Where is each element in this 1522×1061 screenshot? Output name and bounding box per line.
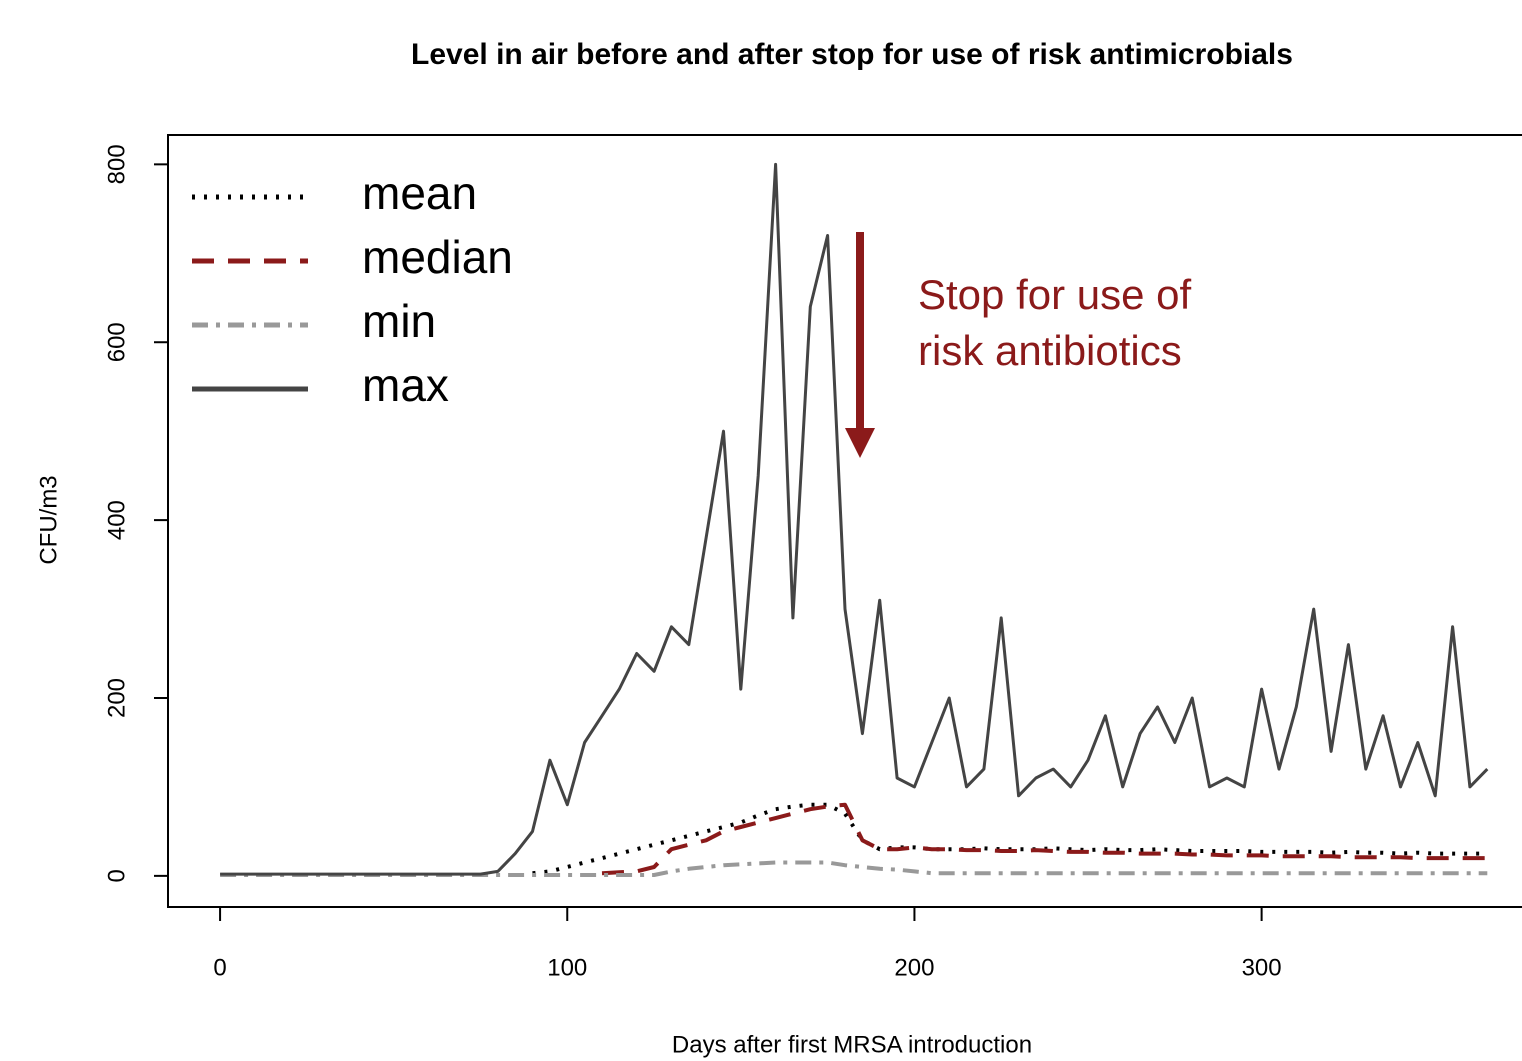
y-axis-label: CFU/m3 (35, 475, 62, 564)
y-tick-label: 400 (103, 500, 130, 540)
y-tick-label: 800 (103, 144, 130, 184)
x-axis-label: Days after first MRSA introduction (672, 1031, 1032, 1058)
y-tick-label: 200 (103, 678, 130, 718)
legend-label: min (362, 295, 436, 347)
y-tick-label: 600 (103, 322, 130, 362)
series-line (601, 802, 1488, 876)
annotation-arrowhead (845, 428, 875, 458)
annotation: risk antibiotics (918, 327, 1182, 374)
x-tick-label: 300 (1242, 954, 1282, 981)
chart-title: Level in air before and after stop for u… (411, 38, 1293, 71)
y-tick-label: 0 (103, 869, 130, 882)
x-tick-label: 0 (213, 954, 226, 981)
annotation: Stop for use of (918, 271, 1191, 318)
legend-label: max (362, 359, 449, 411)
series-line (220, 162, 1489, 876)
series-line (532, 802, 1488, 876)
x-tick-label: 100 (547, 954, 587, 981)
series-line (220, 860, 1488, 877)
legend-label: mean (362, 167, 477, 219)
x-tick-label: 200 (894, 954, 934, 981)
legend-label: median (362, 231, 513, 283)
